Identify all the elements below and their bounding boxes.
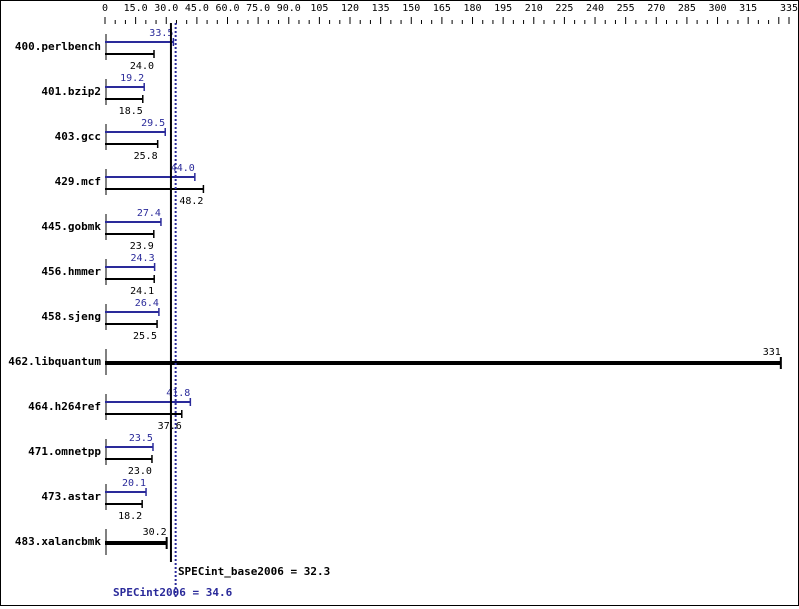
base-value-label: 48.2: [179, 196, 203, 207]
base-value-label: 23.9: [130, 241, 154, 252]
benchmark-label: 401.bzip2: [41, 85, 101, 98]
x-tick-label: 135: [372, 3, 390, 14]
x-tick-label: 90.0: [277, 3, 301, 14]
benchmark-label: 456.hmmer: [41, 265, 101, 278]
peak-value-label: 41.8: [166, 388, 190, 399]
x-tick-label: 195: [494, 3, 512, 14]
base-value-label: 24.0: [130, 61, 154, 72]
x-tick-label: 255: [617, 3, 635, 14]
x-tick-label: 210: [525, 3, 543, 14]
x-tick-label: 120: [341, 3, 359, 14]
benchmark-label: 429.mcf: [55, 175, 101, 188]
base-value-label: 37.6: [158, 421, 182, 432]
x-tick-label: 335: [780, 3, 798, 14]
benchmark-label: 473.astar: [41, 490, 101, 503]
peak-value-label: 27.4: [137, 208, 161, 219]
base-value-label: 30.2: [143, 527, 167, 538]
x-tick-label: 300: [709, 3, 727, 14]
benchmark-label: 471.omnetpp: [28, 445, 101, 458]
peak-mean-label: SPECint2006 = 34.6: [113, 586, 233, 599]
base-value-label: 18.2: [118, 511, 142, 522]
x-tick-label: 180: [463, 3, 481, 14]
peak-value-label: 24.3: [131, 253, 155, 264]
x-tick-label: 315: [739, 3, 757, 14]
x-tick-label: 0: [102, 3, 108, 14]
base-value-label: 18.5: [119, 106, 143, 117]
benchmark-label: 483.xalancbmk: [15, 535, 101, 548]
x-tick-label: 150: [402, 3, 420, 14]
peak-value-label: 26.4: [135, 298, 159, 309]
x-tick-label: 270: [647, 3, 665, 14]
base-mean-label: SPECint_base2006 = 32.3: [178, 565, 330, 578]
base-value-label: 25.5: [133, 331, 157, 342]
x-tick-label: 240: [586, 3, 604, 14]
x-tick-label: 15.0: [124, 3, 148, 14]
x-tick-label: 60.0: [215, 3, 239, 14]
peak-value-label: 20.1: [122, 478, 146, 489]
peak-value-label: 33.5: [149, 28, 173, 39]
benchmark-label: 403.gcc: [55, 130, 101, 143]
benchmark-label: 458.sjeng: [41, 310, 101, 323]
x-tick-label: 225: [555, 3, 573, 14]
peak-value-label: 19.2: [120, 73, 144, 84]
peak-value-label: 23.5: [129, 433, 153, 444]
base-value-label: 331: [763, 347, 781, 358]
benchmark-label: 400.perlbench: [15, 40, 101, 53]
base-value-label: 23.0: [128, 466, 152, 477]
benchmark-label: 462.libquantum: [8, 355, 101, 368]
peak-value-label: 44.0: [171, 163, 195, 174]
base-value-label: 24.1: [130, 286, 154, 297]
x-tick-label: 75.0: [246, 3, 270, 14]
benchmark-label: 445.gobmk: [41, 220, 101, 233]
x-tick-label: 165: [433, 3, 451, 14]
x-tick-label: 285: [678, 3, 696, 14]
peak-value-label: 29.5: [141, 118, 165, 129]
x-tick-label: 45.0: [185, 3, 209, 14]
x-tick-label: 105: [310, 3, 328, 14]
x-tick-label: 30.0: [154, 3, 178, 14]
base-value-label: 25.8: [134, 151, 158, 162]
benchmark-label: 464.h264ref: [28, 400, 101, 413]
